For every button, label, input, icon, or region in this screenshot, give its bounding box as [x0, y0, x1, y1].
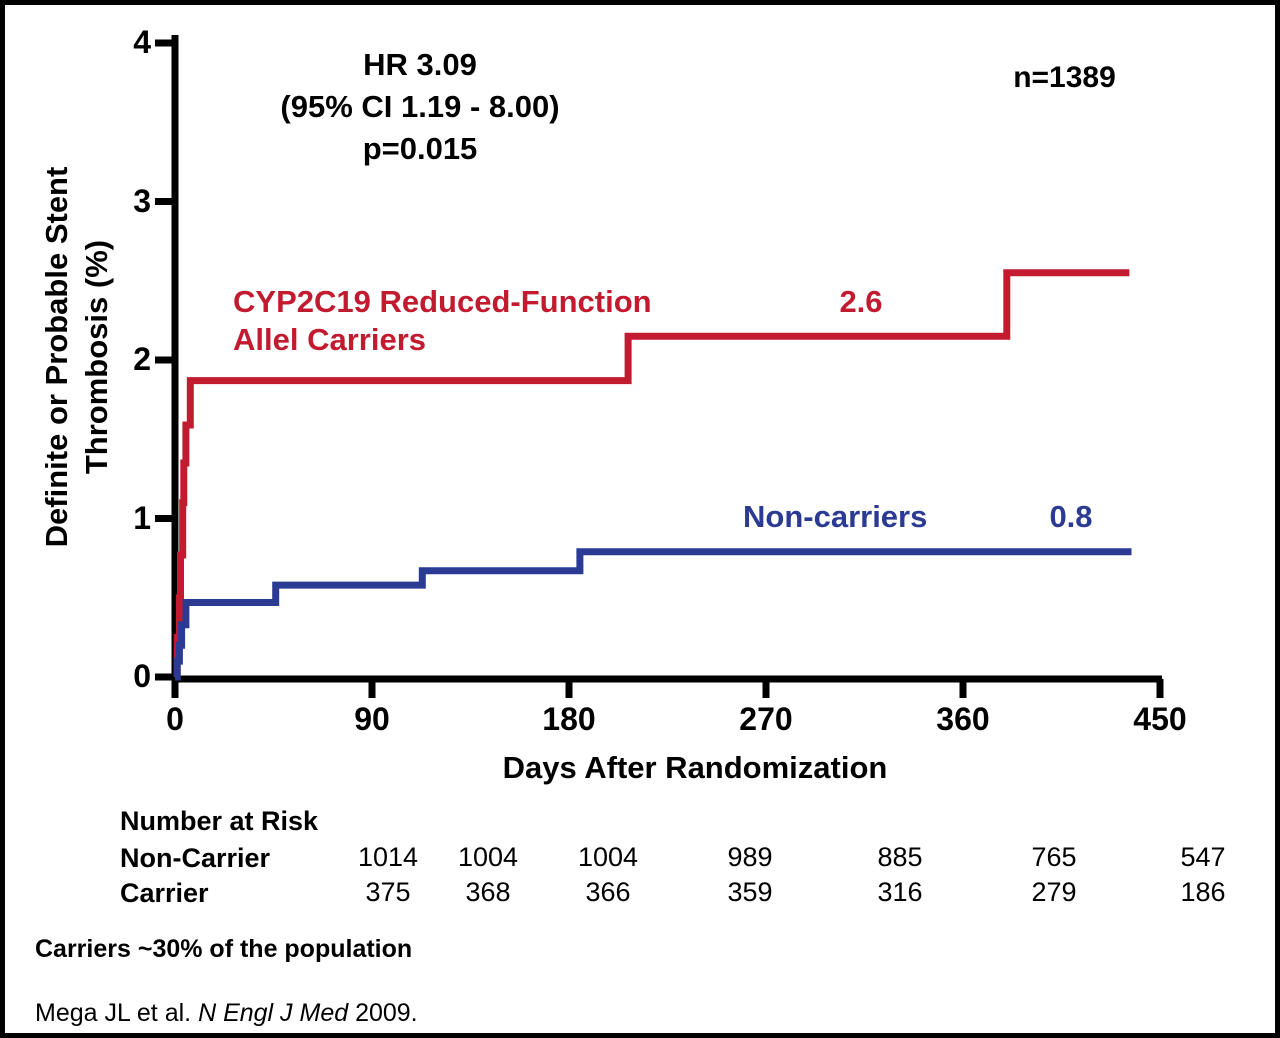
carrier-series-label-line2: Allel Carriers	[233, 322, 426, 357]
risk-row-label-noncarrier: Non-Carrier	[120, 843, 271, 873]
sample-size-label: n=1389	[1013, 61, 1116, 94]
y-tick-label: 3	[133, 182, 151, 219]
citation-journal: N Engl J Med	[198, 999, 349, 1027]
stats-annotation: HR 3.09 (95% CI 1.19 - 8.00) p=0.015	[220, 44, 620, 170]
x-axis-title: Days After Randomization	[502, 750, 888, 785]
y-axis-title-line1: Definite or Probable Stent	[39, 166, 74, 548]
y-tick-label: 0	[133, 658, 151, 694]
noncarrier-end-value: 0.8	[1049, 499, 1093, 534]
risk-value: 359	[727, 877, 773, 907]
risk-table-title: Number at Risk	[120, 806, 319, 836]
risk-row-label-carrier: Carrier	[120, 878, 209, 908]
citation-suffix: 2009.	[348, 999, 418, 1027]
hr-value: HR 3.09	[363, 47, 477, 82]
risk-value: 547	[1180, 842, 1226, 872]
x-tick-label: 270	[739, 701, 793, 737]
risk-value: 1004	[457, 842, 519, 872]
ci-value: (95% CI 1.19 - 8.00)	[280, 89, 560, 124]
x-tick-label: 180	[542, 701, 596, 737]
risk-value: 885	[877, 842, 923, 872]
x-tick-label: 450	[1133, 701, 1187, 737]
carrier-series-label: CYP2C19 Reduced-Function Allel Carriers	[233, 283, 703, 359]
carriers-population-note: Carriers ~30% of the population	[35, 935, 413, 963]
y-tick-label: 2	[133, 341, 151, 377]
noncarrier-series-label: Non-carriers	[743, 499, 928, 534]
risk-value: 989	[727, 842, 773, 872]
p-value: p=0.015	[362, 131, 478, 166]
citation-prefix: Mega JL et al.	[35, 999, 199, 1027]
risk-value: 368	[465, 877, 511, 907]
y-tick-label: 4	[133, 24, 151, 60]
risk-value: 316	[877, 877, 923, 907]
citation: Mega JL et al. N Engl J Med 2009.	[35, 999, 418, 1027]
risk-value: 765	[1031, 842, 1077, 872]
x-tick-label: 360	[936, 701, 990, 737]
risk-value: 1014	[357, 842, 419, 872]
carrier-end-value: 2.6	[839, 284, 883, 319]
risk-value: 375	[365, 877, 411, 907]
noncarrier-curve	[173, 548, 1132, 681]
y-tick-label: 1	[133, 499, 151, 536]
carrier-series-label-line1: CYP2C19 Reduced-Function	[233, 284, 652, 319]
x-tick-label: 0	[166, 701, 184, 737]
risk-value: 1004	[577, 842, 639, 872]
risk-value: 279	[1031, 877, 1077, 907]
risk-value: 366	[585, 877, 631, 907]
x-tick-label: 90	[354, 701, 390, 737]
km-chart-canvas	[155, 35, 1164, 698]
risk-value: 186	[1180, 877, 1226, 907]
